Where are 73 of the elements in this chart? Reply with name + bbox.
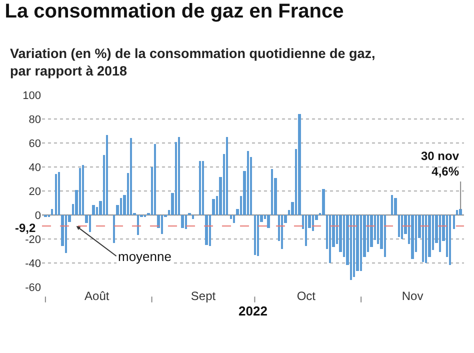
bar <box>106 135 108 215</box>
bar <box>82 165 84 215</box>
bar <box>254 215 256 255</box>
bar <box>212 199 215 215</box>
y-tick-label: 80 <box>28 114 41 126</box>
y-tick-label: -20 <box>25 234 41 246</box>
bar <box>360 215 362 271</box>
bar <box>79 168 81 215</box>
bar <box>178 137 180 215</box>
x-axis-title: 2022 <box>238 304 268 319</box>
bar <box>394 198 397 215</box>
bar <box>329 215 331 263</box>
bar <box>230 215 232 219</box>
bar <box>322 189 325 215</box>
chart-subtitle: Variation (en %) de la consommation quotidienne de gaz, par rapport à 2018 <box>10 46 376 79</box>
bar <box>312 215 314 231</box>
y-tick-label: -40 <box>25 258 41 270</box>
bar <box>202 161 204 215</box>
bar <box>137 215 139 235</box>
y-tick-label: 20 <box>28 186 41 198</box>
bar <box>439 215 441 252</box>
bar <box>65 215 67 253</box>
bar <box>199 161 201 215</box>
annotation: moyenne <box>118 249 172 264</box>
bar <box>226 137 228 215</box>
bar <box>209 215 211 246</box>
bar <box>411 215 414 259</box>
x-tick-label: Nov <box>402 289 424 303</box>
x-tick-label: Oct <box>296 289 316 303</box>
bar <box>89 215 91 232</box>
bar <box>401 215 403 239</box>
bar <box>161 215 163 234</box>
x-tick-label: Sept <box>190 289 216 303</box>
bar <box>247 151 249 215</box>
chart-title: La consommation de gaz en France <box>4 0 344 23</box>
bar <box>113 215 115 243</box>
bar <box>456 210 458 215</box>
y-tick-label: 0 <box>34 210 41 222</box>
bar <box>51 209 53 215</box>
bar <box>398 215 400 237</box>
bar <box>425 215 427 263</box>
y-tick-label: 100 <box>22 90 41 102</box>
bar <box>422 215 424 262</box>
bar <box>449 215 451 265</box>
annotation: 30 nov 4,6% <box>421 149 460 179</box>
bar <box>92 205 95 215</box>
bar <box>298 114 301 215</box>
bar <box>453 215 455 229</box>
x-tick-label: Août <box>84 289 110 303</box>
bar <box>271 169 273 215</box>
bar <box>281 215 283 249</box>
bar <box>58 172 60 215</box>
bar <box>391 195 393 215</box>
bar <box>257 215 259 256</box>
bar <box>192 215 194 219</box>
bar <box>205 215 208 245</box>
y-tick-label: 60 <box>28 138 41 150</box>
y-tick-label: 40 <box>28 162 41 174</box>
bar <box>459 209 462 215</box>
bar <box>353 215 355 277</box>
bar <box>154 144 156 215</box>
bar <box>55 174 57 215</box>
ref-line-label: -9,2 <box>15 221 36 235</box>
bar <box>305 215 307 246</box>
bar <box>120 198 122 215</box>
y-tick-label: -60 <box>25 282 41 294</box>
bar <box>181 215 184 228</box>
bar <box>130 138 132 215</box>
bar <box>185 215 187 229</box>
bar <box>350 215 352 280</box>
bar <box>233 215 235 223</box>
bar <box>384 215 386 257</box>
bar <box>267 215 270 228</box>
